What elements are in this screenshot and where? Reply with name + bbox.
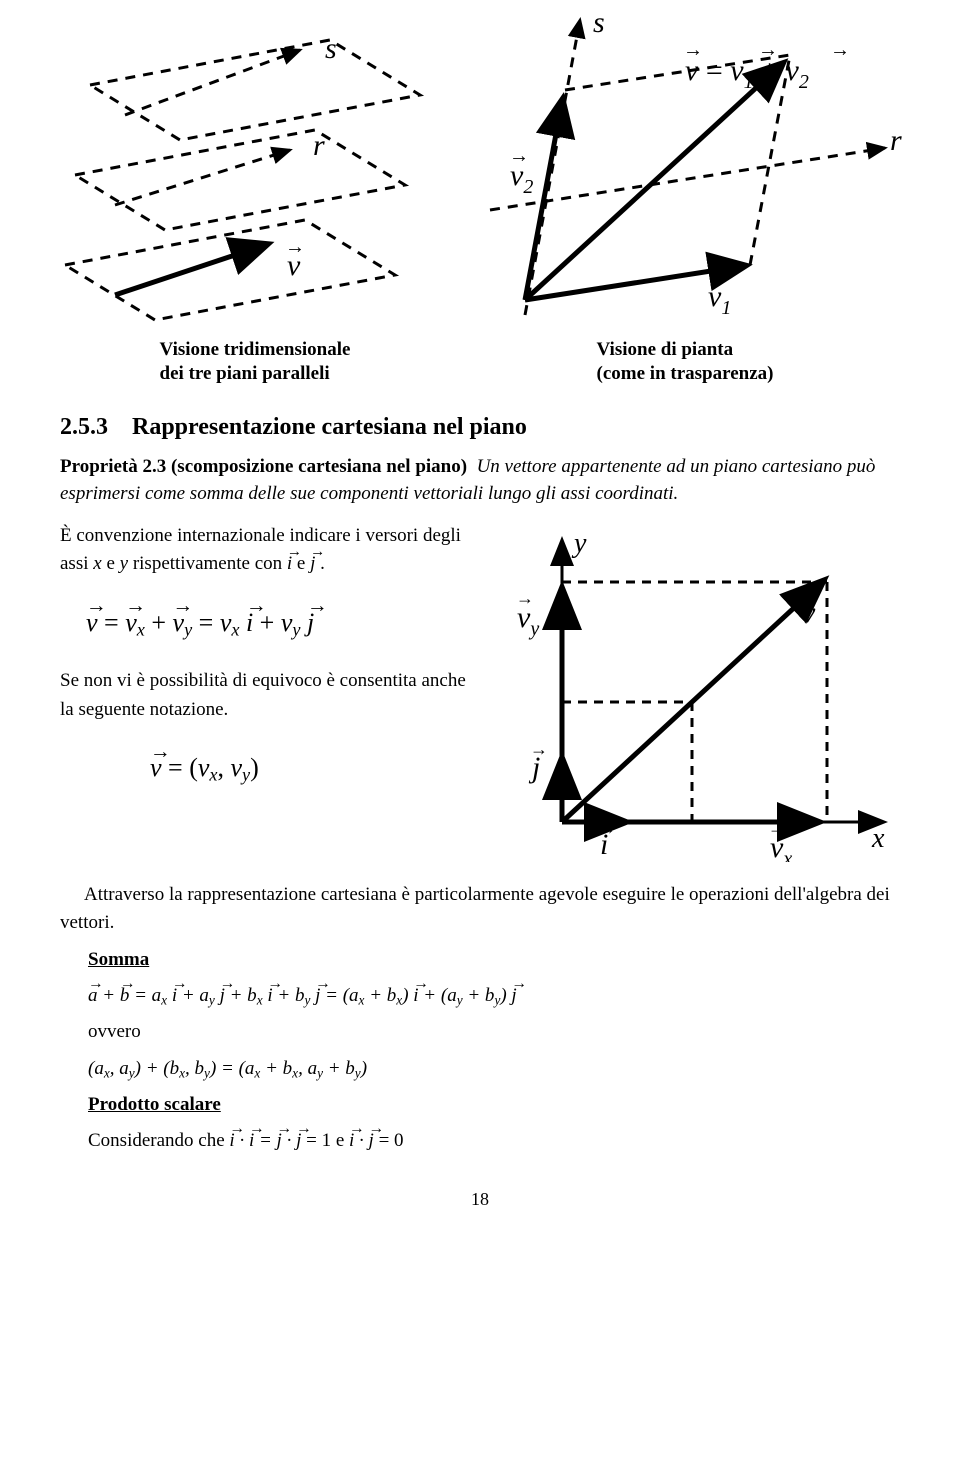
twocol: È convenzione internazionale indicare i … (60, 522, 900, 867)
svg-text:→: → (768, 818, 786, 838)
svg-text:→: → (800, 583, 818, 603)
svg-text:→: → (706, 266, 726, 288)
property-label: Proprietà 2.3 (scomposizione cartesiana … (60, 456, 467, 477)
somma-label-text: Somma (88, 949, 149, 970)
figure-3d-caption: Visione tridimensionale dei tre piani pa… (160, 338, 351, 386)
figplan-eq: v = v1 + v2 (685, 54, 809, 93)
page-number: 18 (60, 1189, 900, 1210)
axes-y-label: y (571, 528, 587, 559)
svg-text:→: → (509, 145, 529, 167)
somma-equation: a + b = ax i + ay j + bx i + by j = (ax … (88, 978, 900, 1014)
figplan-label-r: r (890, 124, 902, 157)
svg-text:→: → (285, 236, 305, 258)
prodotto-label-text: Prodotto scalare (88, 1094, 221, 1115)
svg-text:→: → (683, 39, 703, 61)
equation-decomposition: v = vx + vy = vx i + vy j (86, 603, 478, 644)
equation-tuple: v = (vx, vy) (150, 748, 478, 789)
ovvero: ovvero (88, 1018, 900, 1047)
figure-3d-svg: s r v → (55, 10, 455, 330)
figplan-label-s: s (593, 10, 605, 39)
section-heading: 2.5.3 Rappresentazione cartesiana nel pi… (60, 414, 900, 441)
section-title: Rappresentazione cartesiana nel piano (132, 414, 527, 440)
versor-text: È convenzione internazionale indicare i … (60, 522, 478, 579)
equivoco-text: Se non vi è possibilità di equivoco è co… (60, 667, 478, 724)
top-figure-row: s r v → Visione tridimensionale dei tre … (60, 10, 900, 386)
figure-plan-caption-l2: (come in trasparenza) (597, 363, 774, 384)
section-number: 2.5.3 (60, 414, 108, 440)
bottom-para: Attraverso la rappresentazione cartesian… (60, 881, 900, 938)
figure-3d-caption-l2: dei tre piani paralleli (160, 363, 330, 384)
svg-text:→: → (830, 39, 850, 61)
prodotto-label: Prodotto scalare (88, 1091, 900, 1120)
axes-x-label: x (871, 823, 885, 854)
left-text-col: È convenzione internazionale indicare i … (60, 522, 478, 814)
figure-plan-caption-l1: Visione di pianta (597, 339, 734, 360)
versor-mid: rispettivamente con (128, 553, 287, 574)
svg-text:→: → (516, 588, 534, 608)
figure-plan-svg: s r v1 → v2 → v = v1 + v2 → → (465, 10, 905, 330)
versor-and: e (102, 553, 120, 574)
versor-y: y (120, 553, 128, 574)
svg-text:→: → (758, 39, 778, 61)
svg-text:→: → (530, 739, 548, 759)
fig3d-label-s: s (325, 32, 337, 65)
axes-figure: x y i → j → v → vy → vx → (502, 522, 900, 867)
property: Proprietà 2.3 (scomposizione cartesiana … (60, 453, 900, 508)
versor-x: x (93, 553, 101, 574)
figure-plan-caption: Visione di pianta (come in trasparenza) (597, 338, 774, 386)
prodotto-line: Considerando che i · i = j · j = 1 e i ·… (88, 1123, 900, 1159)
axes-figure-svg: x y i → j → v → vy → vx → (502, 522, 892, 862)
figure-3d: s r v → Visione tridimensionale dei tre … (55, 10, 455, 386)
figure-3d-caption-l1: Visione tridimensionale (160, 339, 351, 360)
somma-label: Somma (88, 946, 900, 975)
somma-tuple: (ax, ay) + (bx, by) = (ax + bx, ay + by) (88, 1051, 900, 1087)
fig3d-label-r: r (313, 129, 325, 162)
figure-plan: s r v1 → v2 → v = v1 + v2 → → (465, 10, 905, 386)
